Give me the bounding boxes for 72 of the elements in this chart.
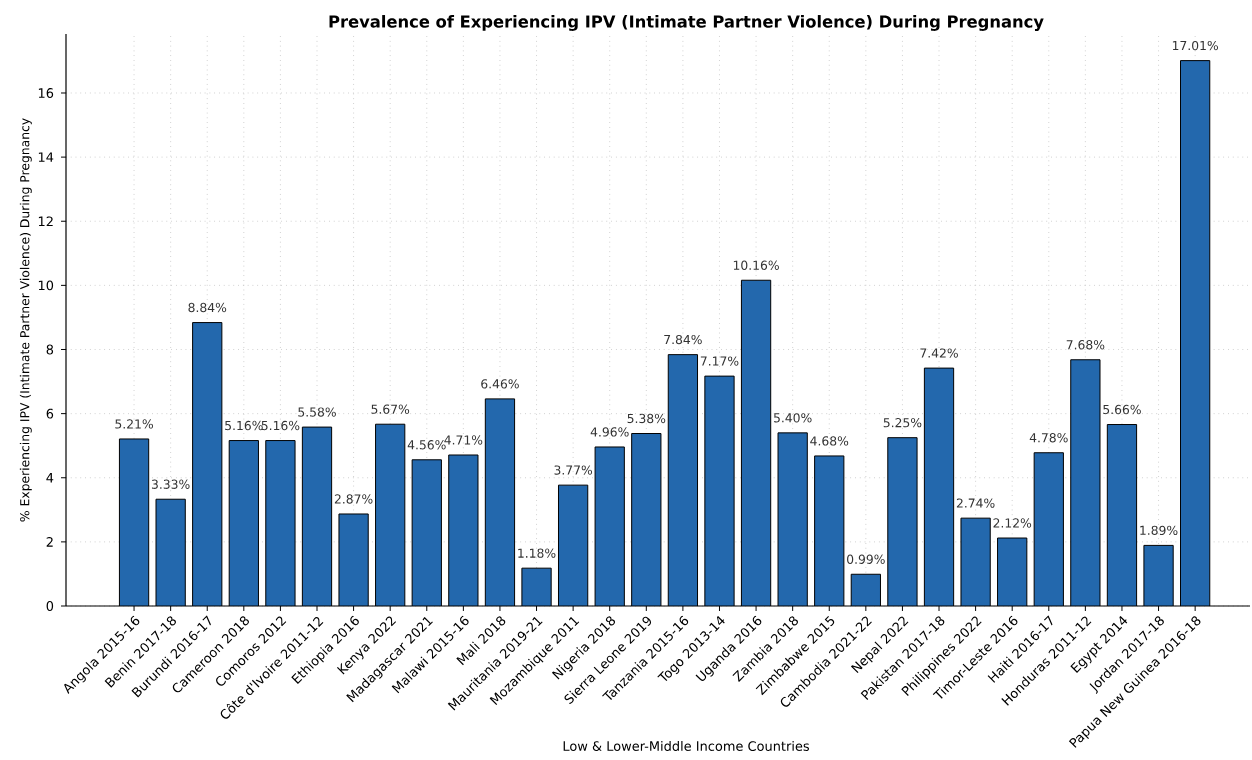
bar: [851, 574, 881, 606]
x-axis-title: Low & Lower-Middle Income Countries: [563, 740, 809, 751]
data-label: 6.46%: [481, 379, 519, 389]
bar: [119, 438, 149, 606]
chart-title: Prevalence of Experiencing IPV (Intimate Partner Violence) During Pregnancy: [329, 15, 1044, 31]
data-label: 3.77%: [554, 465, 593, 475]
bar: [887, 437, 918, 606]
bar: [375, 424, 405, 606]
data-label: 5.38%: [627, 413, 666, 424]
y-tick-label: 0: [46, 601, 54, 611]
data-label: 1.18%: [518, 548, 556, 558]
bar: [997, 538, 1027, 606]
data-label: 5.16%: [261, 420, 300, 431]
bar: [668, 354, 698, 606]
data-label: 7.42%: [920, 348, 958, 358]
y-axis-title: % Experiencing IPV (Intimate Partner Violence) During Pregnancy: [19, 118, 32, 522]
data-label: 4.96%: [590, 427, 629, 437]
bar: [265, 440, 296, 606]
data-label: 5.40%: [773, 413, 812, 423]
bar: [302, 427, 332, 606]
bar: [924, 368, 954, 606]
bar: [960, 518, 991, 606]
bar: [778, 432, 808, 606]
bar: [485, 398, 515, 606]
y-tick-label: 6: [46, 408, 54, 419]
bar: [1107, 424, 1137, 606]
bar: [814, 455, 844, 606]
bar: [521, 568, 552, 606]
bar: [338, 513, 369, 606]
data-label: 4.68%: [810, 436, 849, 446]
data-label: 5.16%: [225, 420, 263, 431]
y-tick-label: 8: [46, 344, 54, 355]
data-label: 3.33%: [151, 479, 190, 489]
data-label: 10.16%: [733, 260, 779, 270]
bar: [595, 446, 625, 606]
bar: [1180, 60, 1211, 606]
bar: [1143, 545, 1174, 606]
y-tick-label: 10: [38, 280, 54, 291]
data-label: 5.58%: [298, 407, 336, 417]
data-label: 7.17%: [700, 356, 739, 366]
bar: [448, 454, 478, 606]
data-label: 8.84%: [188, 302, 227, 313]
bar: [631, 433, 661, 606]
data-label: 5.21%: [115, 419, 153, 429]
bar: [192, 322, 222, 606]
bar: [229, 440, 259, 606]
bar: [704, 376, 735, 606]
y-tick-label: 16: [38, 88, 54, 98]
data-label: 5.67%: [371, 404, 410, 414]
bar: [558, 485, 588, 606]
data-label: 5.66%: [1103, 404, 1141, 415]
data-label: 7.68%: [1066, 340, 1105, 350]
bar: [1070, 359, 1101, 606]
y-tick-label: 12: [38, 216, 53, 227]
y-tick-label: 4: [46, 473, 54, 483]
bar: [741, 280, 771, 606]
y-tick-label: 2: [46, 537, 53, 547]
data-label: 4.71%: [444, 435, 483, 445]
data-label: 17.01%: [1172, 40, 1218, 51]
bar: [412, 459, 442, 606]
data-label: 7.84%: [664, 334, 702, 345]
data-label: 5.25%: [883, 417, 922, 428]
data-label: 1.89%: [1140, 525, 1178, 536]
bar: [1034, 452, 1064, 606]
y-tick-label: 14: [38, 152, 54, 162]
data-label: 4.78%: [1029, 433, 1068, 443]
data-label: 2.87%: [334, 494, 373, 504]
data-label: 4.56%: [407, 440, 446, 450]
data-label: 2.12%: [993, 518, 1032, 528]
data-label: 0.99%: [847, 554, 885, 564]
data-label: 2.74%: [956, 498, 995, 508]
bar: [156, 499, 186, 606]
